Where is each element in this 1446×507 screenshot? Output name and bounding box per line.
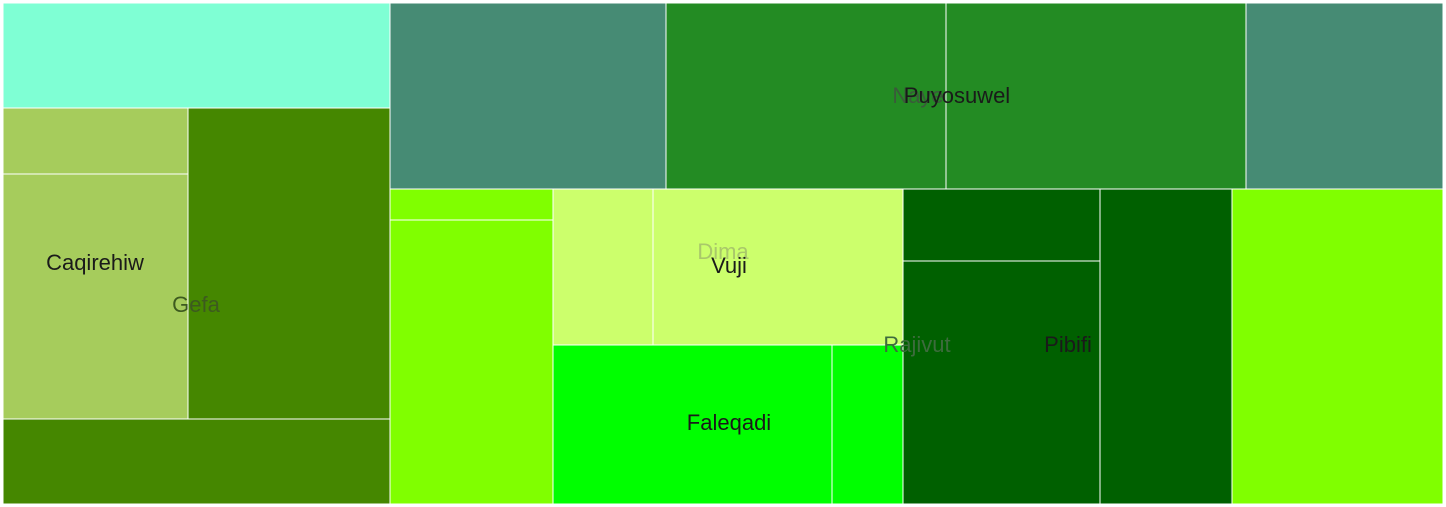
treemap-cell-n10[interactable]	[389, 188, 554, 221]
treemap-label-naye: Naye	[892, 83, 943, 108]
treemap-cell-n9[interactable]	[1245, 2, 1444, 190]
treemap-cell-n19[interactable]	[1231, 188, 1444, 505]
treemap-label-gefa: Gefa	[172, 292, 220, 317]
treemap-cell-n5[interactable]	[2, 418, 391, 505]
treemap-cell-n1[interactable]	[2, 2, 391, 109]
treemap-cell-n6[interactable]	[389, 2, 667, 190]
treemap-cell-rajivut[interactable]	[902, 260, 1101, 505]
treemap-cell-caqirehiw[interactable]	[2, 173, 189, 420]
treemap-cell-puyosuwel[interactable]	[945, 2, 1247, 190]
treemap-cell-n2[interactable]	[2, 107, 189, 175]
treemap-label-caqirehiw: Caqirehiw	[46, 250, 144, 275]
treemap-cell-pibifi[interactable]	[1099, 188, 1233, 505]
treemap-label-pibifi: Pibifi	[1044, 332, 1092, 357]
treemap-cell-n16[interactable]	[902, 188, 1101, 262]
treemap-label-puyosuwel: Puyosuwel	[904, 83, 1010, 108]
treemap-cell-gefa[interactable]	[187, 107, 391, 420]
treemap-cell-vuji[interactable]	[652, 188, 904, 346]
treemap-cell-dima[interactable]	[552, 188, 654, 346]
treemap-label-vuji: Vuji	[711, 253, 747, 278]
treemap-cell-n11[interactable]	[389, 219, 554, 505]
treemap-label-dima: Dima	[697, 239, 749, 264]
treemap-cell-n15[interactable]	[831, 344, 904, 505]
treemap-label-rajivut: Rajivut	[883, 332, 950, 357]
treemap-label-faleqadi: Faleqadi	[687, 410, 771, 435]
treemap-cell-faleqadi[interactable]	[552, 344, 833, 505]
treemap-cell-naye[interactable]	[665, 2, 947, 190]
